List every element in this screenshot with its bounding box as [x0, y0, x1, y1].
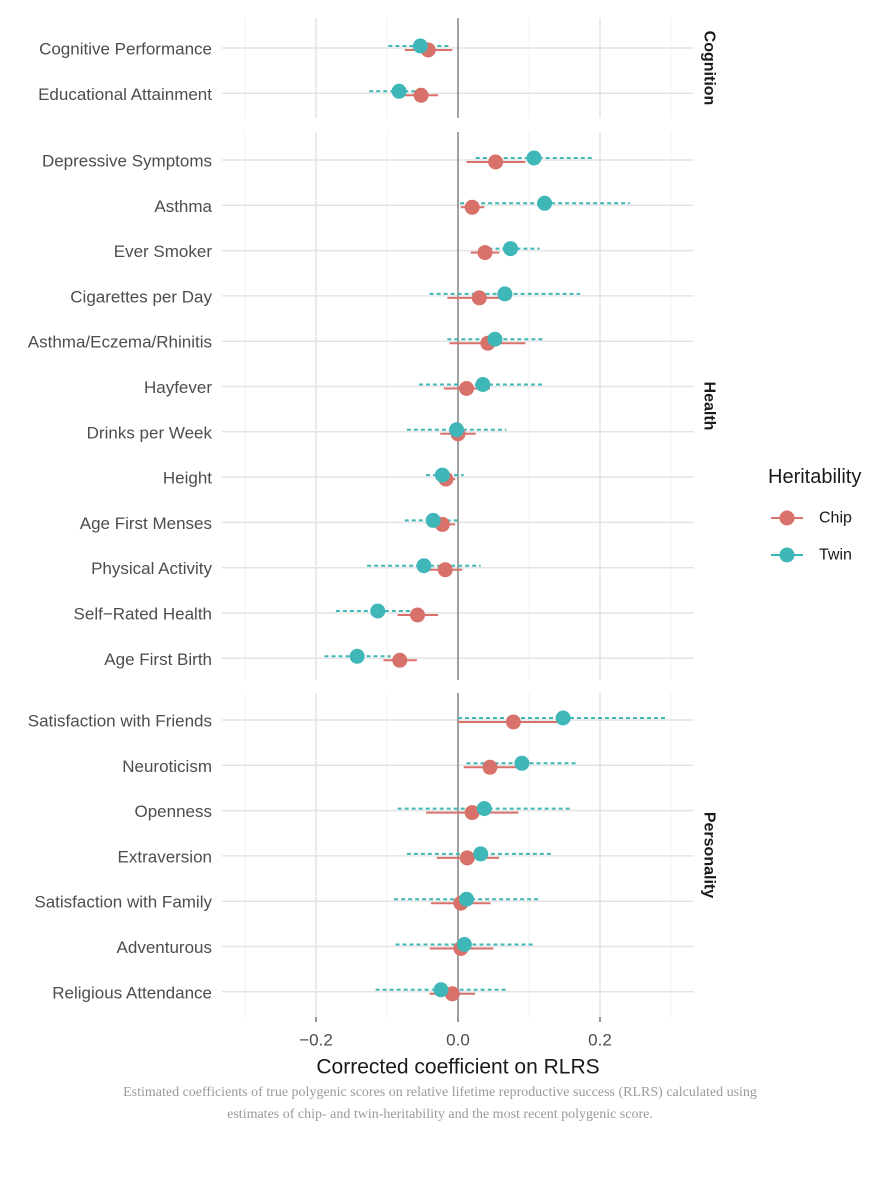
legend-key-point: [779, 510, 795, 526]
chip-point: [477, 245, 493, 261]
twin-point: [473, 846, 489, 862]
legend-key-point: [779, 547, 795, 563]
chip-point: [471, 290, 487, 306]
chip-point: [464, 805, 480, 821]
twin-point: [526, 150, 542, 166]
twin-point: [537, 195, 553, 211]
twin-point: [456, 937, 472, 952]
twin-point: [434, 467, 450, 483]
category-label: Extraversion: [118, 847, 212, 866]
category-label: Physical Activity: [91, 559, 212, 578]
chip-point: [464, 199, 480, 215]
legend-title: Heritability: [768, 466, 861, 488]
category-label: Height: [163, 469, 212, 488]
category-label: Satisfaction with Family: [34, 893, 212, 912]
category-label: Asthma/Eczema/Rhinitis: [28, 333, 212, 352]
category-label: Age First Birth: [104, 650, 212, 669]
category-label: Hayfever: [144, 378, 212, 397]
chip-point: [437, 562, 453, 578]
x-tick-label: 0.0: [446, 1031, 470, 1050]
facet-strip-label: Personality: [701, 812, 718, 898]
chip-point: [392, 652, 408, 668]
twin-point: [514, 755, 530, 771]
chip-point: [459, 381, 475, 396]
category-label: Drinks per Week: [87, 423, 213, 442]
twin-point: [555, 710, 571, 726]
category-label: Satisfaction with Friends: [28, 712, 212, 731]
category-label: Cognitive Performance: [39, 40, 212, 59]
twin-point: [412, 38, 428, 54]
category-label: Asthma: [154, 197, 212, 216]
twin-point: [391, 83, 407, 99]
twin-point: [425, 512, 441, 528]
twin-point: [433, 982, 449, 998]
twin-point: [475, 377, 491, 392]
twin-point: [449, 422, 465, 438]
category-label: Ever Smoker: [114, 242, 213, 261]
chip-point: [413, 87, 429, 103]
chip-point: [482, 759, 498, 775]
chip-point: [505, 714, 521, 730]
twin-point: [370, 603, 386, 619]
category-label: Adventurous: [117, 938, 212, 957]
chip-point: [410, 607, 426, 623]
twin-point: [416, 558, 432, 574]
figure-caption: Estimated coefficients of true polygenic…: [123, 1085, 757, 1122]
category-label: Openness: [135, 802, 213, 821]
category-label: Educational Attainment: [38, 85, 212, 104]
legend-label: Twin: [819, 547, 852, 564]
x-tick-label: 0.2: [588, 1031, 612, 1050]
twin-point: [459, 891, 475, 907]
category-label: Age First Menses: [80, 514, 212, 533]
twin-point: [476, 801, 492, 817]
category-label: Depressive Symptoms: [42, 152, 212, 171]
twin-point: [487, 331, 503, 347]
coefficient-chart: Cognition Cognitive Performance Educationa…: [28, 18, 861, 1079]
chip-point: [488, 154, 504, 170]
category-label: Cigarettes per Day: [70, 287, 212, 306]
legend-label: Chip: [819, 510, 852, 527]
category-label: Neuroticism: [122, 757, 212, 776]
category-label: Self−Rated Health: [74, 605, 212, 624]
x-axis-title: Corrected coefficient on RLRS: [316, 1056, 599, 1079]
x-tick-label: −0.2: [299, 1031, 333, 1050]
twin-point: [349, 648, 365, 664]
twin-point: [503, 241, 519, 257]
twin-point: [497, 286, 513, 302]
facet-strip-label: Health: [701, 382, 718, 431]
chip-point: [444, 986, 460, 1002]
facet-strip-label: Cognition: [701, 31, 718, 106]
category-label: Religious Attendance: [52, 983, 212, 1002]
chip-point: [459, 850, 475, 866]
